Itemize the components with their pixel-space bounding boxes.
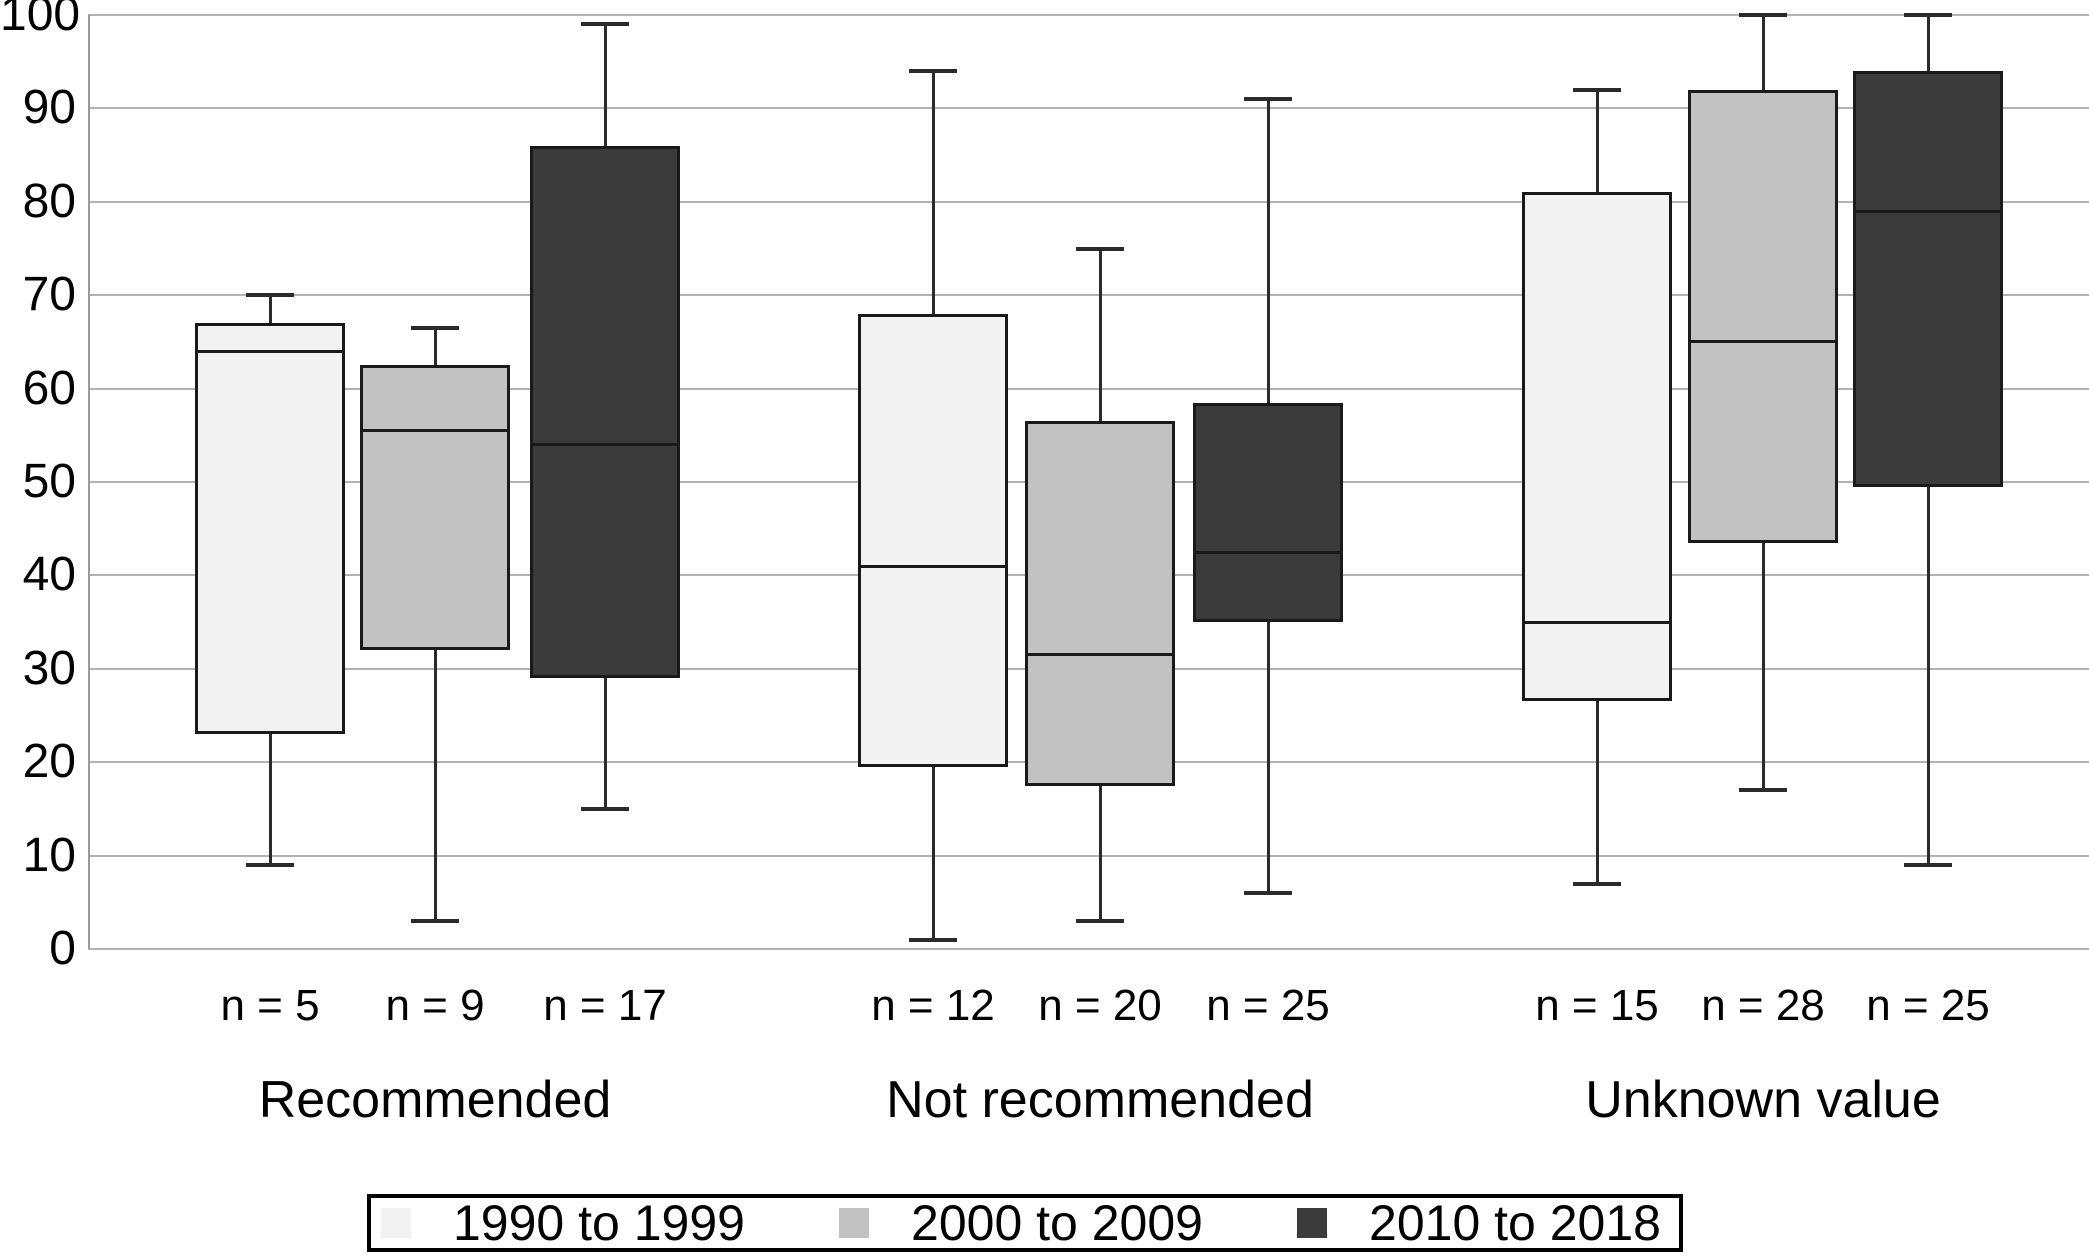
legend-swatch-1990s-icon (381, 1208, 411, 1238)
legend-label: 1990 to 1999 (453, 1195, 745, 1251)
whisker-cap-top (1244, 97, 1292, 102)
legend-swatch-2010s-icon (1297, 1208, 1328, 1238)
y-axis-line (88, 15, 90, 949)
whisker-cap-top (1904, 13, 1952, 17)
whisker-cap-top (581, 22, 629, 27)
y-tick-label: 10 (22, 828, 76, 882)
box-1990-to-1999 (858, 313, 1008, 767)
category-label-recommended: Recommended (258, 1071, 612, 1129)
sample-size-label: n = 5 (220, 981, 320, 1030)
whisker-cap-bottom (581, 806, 629, 811)
whisker-cap-bottom (1076, 918, 1124, 923)
gridline (88, 294, 2089, 297)
whisker-cap-bottom (909, 937, 957, 942)
whisker-cap-top (1739, 13, 1787, 17)
median-line (1853, 209, 2003, 213)
legend: 1990 to 1999 2000 to 2009 2010 to 2018 (367, 1194, 1683, 1252)
box-1990-to-1999 (195, 323, 345, 735)
sample-size-label: n = 25 (1866, 981, 1990, 1030)
whisker-cap-top (246, 293, 294, 298)
whisker-cap-bottom (411, 918, 459, 923)
box-2010-to-2018 (1193, 402, 1343, 623)
median-line (360, 429, 510, 433)
legend-item-2000s: 2000 to 2009 (839, 1198, 1203, 1248)
legend-swatch-2000s-icon (839, 1208, 870, 1238)
sample-size-label: n = 12 (871, 981, 995, 1030)
box-2000-to-2009 (1688, 89, 1838, 543)
y-tick-label: 30 (22, 641, 76, 695)
sample-size-label: n = 17 (543, 981, 667, 1030)
gridline (88, 200, 2089, 203)
box-2010-to-2018 (1853, 71, 2003, 487)
median-line (195, 349, 345, 353)
whisker-cap-top (909, 69, 957, 74)
y-tick-label: 20 (22, 735, 76, 789)
y-tick-label: 50 (22, 455, 76, 508)
median-line (1193, 550, 1343, 554)
y-tick-label: 80 (22, 174, 76, 228)
box-2010-to-2018 (530, 145, 680, 679)
sample-size-label: n = 15 (1535, 981, 1659, 1030)
y-tick-label: 70 (22, 268, 76, 322)
whisker-cap-bottom (246, 862, 294, 867)
whisker-cap-top (411, 325, 459, 330)
legend-label: 2010 to 2018 (1369, 1195, 1661, 1251)
sample-size-label: n = 20 (1038, 981, 1162, 1030)
category-label-not-recommended: Not recommended (886, 1071, 1314, 1129)
median-line (1025, 653, 1175, 657)
y-tick-label: 0 (49, 922, 76, 975)
plot-area (88, 13, 2089, 950)
whisker-cap-bottom (1904, 862, 1952, 867)
whisker-cap-bottom (1244, 890, 1292, 895)
median-line (1688, 340, 1838, 344)
legend-item-2010s: 2010 to 2018 (1297, 1198, 1661, 1248)
whisker-cap-top (1573, 87, 1621, 92)
box-1990-to-1999 (1522, 192, 1672, 702)
gridline (88, 948, 2089, 950)
whisker-cap-bottom (1573, 881, 1621, 886)
box-2000-to-2009 (360, 365, 510, 651)
category-label-unknown-value: Unknown value (1585, 1071, 1941, 1129)
y-tick-label: 40 (22, 548, 76, 602)
legend-item-1990s: 1990 to 1999 (381, 1198, 745, 1248)
y-tick-label: 60 (22, 361, 76, 415)
legend-label: 2000 to 2009 (911, 1195, 1203, 1251)
whisker-cap-top (1076, 246, 1124, 251)
sample-size-label: n = 25 (1206, 981, 1330, 1030)
gridline (88, 854, 2089, 857)
sample-size-label: n = 9 (385, 981, 485, 1030)
gridline (88, 14, 2089, 16)
y-tick-label: 90 (22, 81, 76, 135)
whisker-cap-bottom (1739, 788, 1787, 793)
gridline (88, 387, 2089, 390)
median-line (530, 443, 680, 447)
sample-size-label: n = 28 (1701, 981, 1825, 1030)
y-tick-label: 100 (0, 0, 81, 41)
gridline (88, 107, 2089, 110)
median-line (858, 564, 1008, 568)
median-line (1522, 620, 1672, 624)
box-2000-to-2009 (1025, 421, 1175, 786)
